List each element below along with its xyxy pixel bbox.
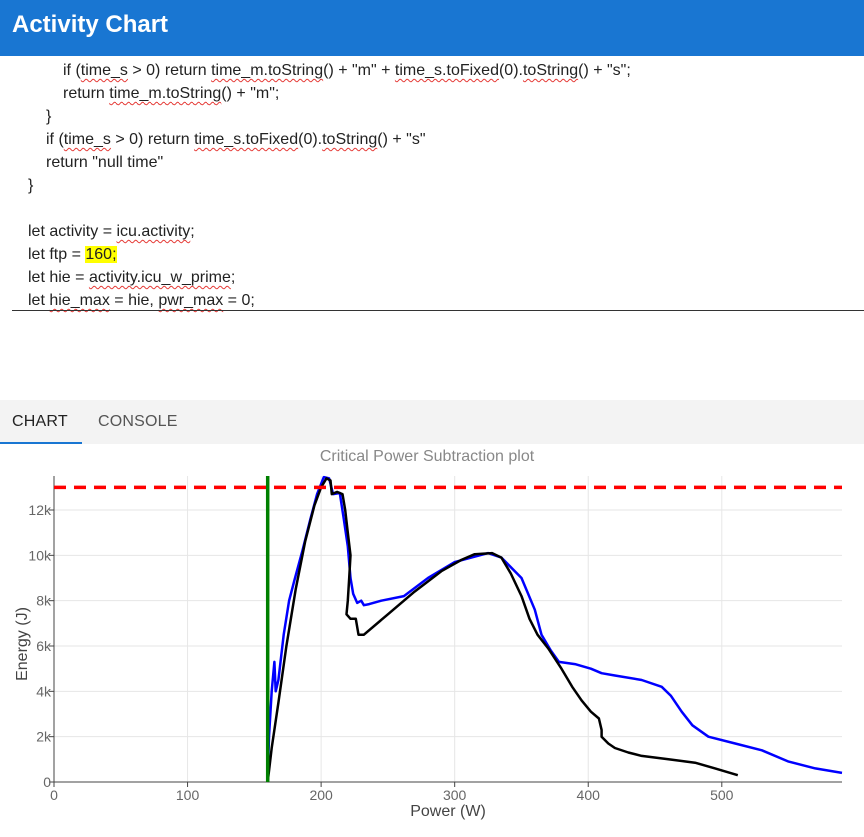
code-token: > 0) return <box>127 62 212 79</box>
code-line[interactable]: let hie_max = hie, pwr_max = 0; <box>28 290 255 312</box>
code-line[interactable]: let ftp = 160; <box>28 244 117 266</box>
y-tick-label: 2k <box>36 729 52 745</box>
x-tick-label: 500 <box>710 787 734 803</box>
code-token: (0). <box>298 131 323 148</box>
code-token: if ( <box>63 62 81 79</box>
app-bar: Activity Chart <box>0 0 864 56</box>
code-token: = 0; <box>223 292 255 309</box>
code-line[interactable]: return time_m.toString() + "m"; <box>63 83 279 105</box>
code-token: return "null time" <box>46 154 164 171</box>
code-token: let hie = <box>28 269 89 286</box>
code-token: } <box>28 177 34 194</box>
x-tick-label: 200 <box>309 787 333 803</box>
app-title: Activity Chart <box>12 11 169 38</box>
code-token: } <box>46 108 52 125</box>
x-tick-label: 0 <box>50 787 58 803</box>
x-axis-label: Power (W) <box>410 803 486 820</box>
chart-grid <box>54 476 842 782</box>
spellcheck-token: time_m.toString <box>109 85 222 102</box>
chart-svg: Critical Power Subtraction plot 0 100 200 3… <box>14 448 843 820</box>
tab-bar: CHART CONSOLE <box>0 400 864 444</box>
x-tick-label: 400 <box>577 787 601 803</box>
code-line[interactable]: } <box>46 106 51 128</box>
code-token: ; <box>190 223 195 240</box>
active-tab-indicator <box>0 442 82 444</box>
code-token: () + "s"; <box>578 62 631 79</box>
code-token: () + "s" <box>377 131 426 148</box>
code-token: = hie, <box>109 292 159 309</box>
spellcheck-token: icu.activity <box>116 223 191 240</box>
code-token: > 0) return <box>110 131 195 148</box>
code-token: return <box>63 85 110 102</box>
tab-console[interactable]: CONSOLE <box>98 413 178 430</box>
chart-axes: 0 100 200 300 400 500 0 2k 4k 6k 8k 10k 12k <box>28 476 842 803</box>
spellcheck-token: time_s.toFixed <box>194 131 299 148</box>
code-token: if ( <box>46 131 64 148</box>
tab-chart[interactable]: CHART <box>12 413 68 430</box>
chart-series <box>54 475 843 783</box>
spellcheck-token: time_s.toFixed <box>394 62 499 79</box>
y-tick-label: 10k <box>28 547 52 563</box>
y-tick-label: 6k <box>36 638 52 654</box>
y-tick-label: 4k <box>36 683 52 699</box>
code-editor[interactable]: if (time_s > 0) return time_m.toString()… <box>0 56 864 311</box>
code-line[interactable]: return "null time" <box>46 152 163 174</box>
spellcheck-token: activity.icu_w_prime <box>88 269 231 286</box>
spellcheck-token: toString <box>322 131 378 148</box>
y-axis-label: Energy (J) <box>14 607 31 681</box>
spellcheck-token: time_s <box>80 62 128 79</box>
series-line-blue <box>266 475 843 783</box>
y-tick-label: 0 <box>43 774 51 790</box>
x-tick-label: 100 <box>176 787 200 803</box>
spellcheck-token: toString <box>522 62 579 79</box>
code-line[interactable]: let activity = icu.activity; <box>28 221 195 243</box>
highlighted-token: 160; <box>85 246 117 263</box>
code-token: let ftp = <box>28 246 86 263</box>
y-tick-label: 12k <box>28 502 52 518</box>
spellcheck-token: hie_max <box>49 292 110 309</box>
chart-title: Critical Power Subtraction plot <box>320 448 535 465</box>
editor-divider <box>12 310 864 311</box>
y-tick-label: 8k <box>36 593 52 609</box>
code-token: () + "m" + <box>323 62 395 79</box>
code-token: (0). <box>498 62 523 79</box>
chart-container: Critical Power Subtraction plot 0 100 200 3… <box>0 444 864 832</box>
spellcheck-token: time_s <box>63 131 111 148</box>
spellcheck-token: pwr_max <box>158 292 224 309</box>
code-token: ; <box>230 269 236 286</box>
code-token: let <box>28 292 50 309</box>
code-token: () + "m"; <box>221 85 280 102</box>
series-line-black <box>266 477 739 783</box>
code-line[interactable]: if (time_s > 0) return time_m.toString()… <box>63 60 631 82</box>
x-tick-label: 300 <box>443 787 467 803</box>
code-line[interactable]: } <box>28 175 33 197</box>
code-line[interactable]: let hie = activity.icu_w_prime; <box>28 267 235 289</box>
code-line[interactable]: if (time_s > 0) return time_s.toFixed(0)… <box>46 129 426 151</box>
spellcheck-token: time_m.toString <box>211 62 324 79</box>
code-token: let activity = <box>28 223 117 240</box>
